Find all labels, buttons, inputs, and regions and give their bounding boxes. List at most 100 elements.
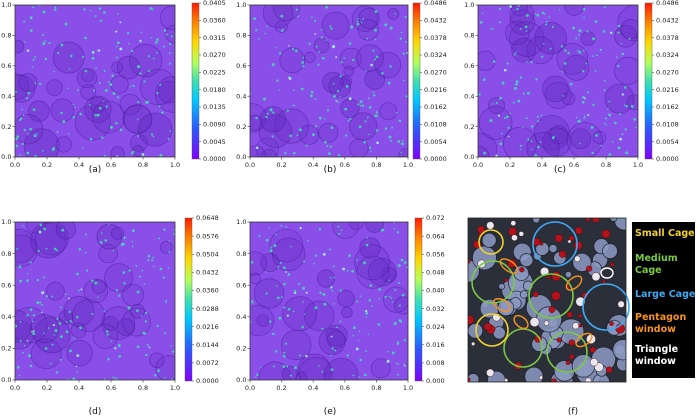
hotspot-point	[139, 72, 142, 75]
x-tick-label: 0.0	[473, 161, 483, 169]
hotspot-point	[332, 82, 335, 85]
hotspot-point	[56, 317, 59, 320]
hotspot-point	[39, 82, 42, 86]
hotspot-point	[403, 79, 405, 82]
hotspot-point	[275, 233, 277, 236]
hotspot-point	[498, 7, 502, 11]
guest-atom	[589, 358, 599, 367]
hotspot-point	[321, 327, 324, 330]
hotspot-point	[368, 298, 371, 302]
molecule-cage	[564, 270, 573, 279]
hotspot-point	[159, 267, 163, 271]
hotspot-point	[255, 29, 258, 32]
y-tick-label: 0.4	[236, 313, 246, 321]
plot-frame	[14, 221, 176, 381]
hotspot-point	[291, 47, 295, 51]
cage-shadow	[23, 128, 60, 157]
hotspot-point	[27, 91, 31, 95]
hotspot-point	[594, 70, 597, 72]
hotspot-point	[271, 63, 275, 67]
cage-shadow	[91, 279, 107, 294]
y-tick-label: 0.8	[1, 250, 11, 258]
hotspot-point	[76, 315, 79, 319]
cage-shadow	[50, 98, 75, 123]
hotspot-point	[330, 126, 334, 129]
colorbar-tick-label: 0.0144	[196, 341, 219, 349]
heatmap-field	[15, 5, 175, 157]
hotspot-point	[534, 13, 537, 15]
heatmap-panel-d: 0.0 0.2 0.4 0.6 0.8 1.0 0.0 0.2 0.4 0.6 0.8 1.0 0.06…	[1, 214, 219, 392]
hotspot-point	[361, 104, 365, 107]
hotspot-point	[32, 332, 36, 336]
hotspot-point	[137, 100, 140, 104]
hotspot-point	[128, 42, 130, 45]
hotspot-point	[522, 92, 525, 95]
cage-shadow	[138, 112, 173, 147]
hotspot-point	[280, 14, 284, 18]
hotspot-point	[25, 97, 29, 100]
hotspot-point	[154, 374, 157, 377]
hotspot-point	[29, 261, 32, 264]
hotspot-point	[173, 232, 175, 236]
molecule-cage	[524, 366, 544, 382]
hotspot-point	[269, 249, 273, 253]
hotspot-point	[401, 142, 405, 146]
hotspot-point	[602, 30, 606, 33]
hotspot-point	[282, 266, 286, 270]
hotspot-point	[152, 135, 155, 138]
hotspot-point	[22, 351, 24, 354]
cage-shadow	[121, 283, 144, 307]
hotspot-point	[41, 34, 44, 37]
hotspot-point	[481, 12, 484, 15]
hotspot-point	[483, 78, 486, 82]
hotspot-point	[265, 292, 268, 295]
cage-shadow	[46, 79, 63, 96]
cage-shadow	[110, 75, 129, 94]
hotspot-point	[163, 377, 166, 379]
hotspot-point	[404, 365, 406, 367]
x-tick-label: 0.2	[276, 161, 286, 169]
hotspot-point	[285, 225, 287, 228]
hotspot-point	[112, 249, 115, 252]
window-outline	[575, 332, 593, 348]
hotspot-point	[402, 52, 405, 55]
guest-atom	[574, 226, 583, 235]
hotspot-point	[306, 239, 309, 242]
hotspot-point	[384, 295, 387, 299]
panel-caption-c: (c)	[554, 165, 566, 175]
hotspot-point	[268, 320, 272, 323]
heatmap-texture	[15, 222, 175, 380]
guest-atom	[591, 218, 600, 223]
hotspot-point	[628, 37, 631, 40]
hotspot-point	[405, 95, 408, 98]
hotspot-point	[330, 27, 333, 30]
hotspot-point	[16, 135, 20, 138]
hotspot-point	[144, 332, 147, 335]
hotspot-point	[147, 55, 150, 58]
hotspot-point	[303, 313, 306, 315]
hotspot-point	[287, 307, 291, 311]
hotspot-point	[624, 128, 627, 131]
colorbar-tick-label: 0.0135	[203, 103, 226, 111]
hotspot-point	[168, 52, 171, 54]
hotspot-point	[617, 24, 621, 28]
colorbar-tick-label: 0.0576	[196, 232, 219, 240]
hotspot-point	[398, 282, 401, 284]
hotspot-point	[617, 64, 620, 68]
hotspot-point	[370, 63, 373, 67]
hotspot-point	[273, 244, 277, 247]
hotspot-point	[34, 154, 37, 157]
hotspot-point	[162, 45, 165, 48]
guest-atom	[550, 378, 557, 382]
cage-shadow	[365, 222, 385, 233]
hotspot-point	[15, 90, 17, 94]
hotspot-point	[282, 29, 284, 31]
hotspot-point	[143, 283, 146, 285]
hotspot-point	[111, 74, 114, 78]
cage-shadow	[359, 237, 381, 259]
hotspot-point	[509, 5, 512, 8]
hotspot-point	[123, 282, 126, 285]
hotspot-point	[22, 114, 25, 117]
cage-shadow	[367, 257, 397, 287]
hotspot-point	[308, 42, 311, 45]
